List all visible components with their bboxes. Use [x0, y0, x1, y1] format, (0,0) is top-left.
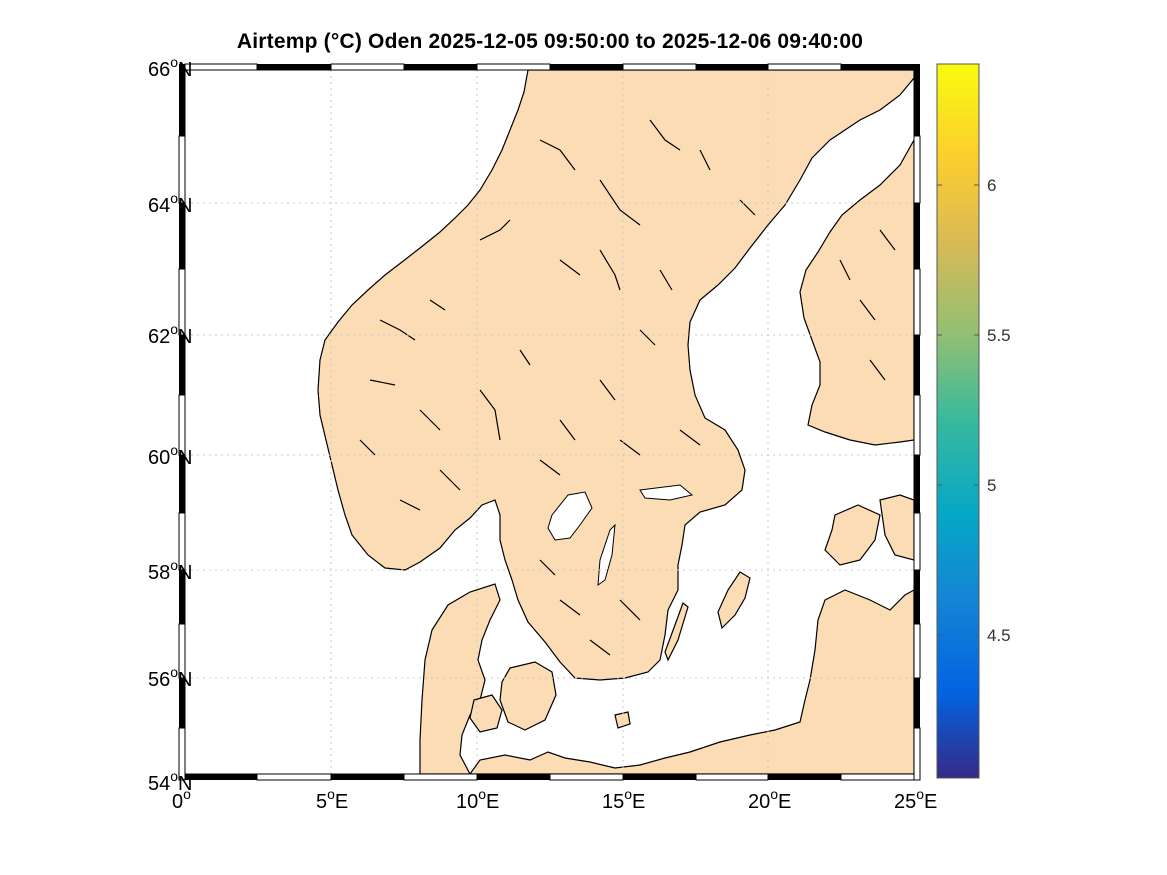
colorbar-tick: 6	[987, 176, 996, 195]
lat-tick-64: 64oN	[148, 190, 193, 217]
denmark-funen	[469, 694, 503, 733]
latitude-labels: 66oN 64oN 62oN 60oN 58oN 56oN 54oN	[148, 54, 193, 795]
colorbar-gradient	[936, 63, 980, 779]
lat-tick-58: 58oN	[148, 557, 193, 584]
gotland-island	[717, 571, 751, 630]
lat-tick-60: 60oN	[148, 442, 193, 469]
lat-tick-54: 54oN	[148, 768, 193, 795]
lon-tick-15: 15oE	[602, 786, 645, 813]
longitude-labels: 0o 5oE 10oE 15oE 20oE 25oE	[172, 786, 937, 813]
colorbar: 6 5.5 5 4.5	[936, 63, 1011, 779]
lon-tick-5: 5oE	[316, 786, 348, 813]
inland-waters	[359, 119, 896, 656]
scandinavia-landmass	[317, 70, 914, 681]
lon-tick-0: 0o	[172, 786, 191, 813]
denmark-jutland	[419, 583, 501, 774]
colorbar-tick: 5	[987, 476, 996, 495]
colorbar-tick: 4.5	[987, 626, 1011, 645]
lake-vanern	[547, 491, 593, 541]
map-title: Airtemp (°C) Oden 2025-12-05 09:50:00 to…	[236, 30, 864, 53]
lat-tick-56: 56oN	[148, 664, 193, 691]
lat-tick-62: 62oN	[148, 321, 193, 348]
denmark-zealand	[499, 661, 557, 731]
estonia-mainland	[879, 494, 914, 561]
finland-landmass	[799, 138, 914, 446]
colorbar-tick: 5.5	[987, 326, 1011, 345]
lake-malaren	[639, 484, 694, 501]
lon-tick-25: 25oE	[894, 786, 937, 813]
lon-tick-20: 20oE	[748, 786, 791, 813]
lake-vattern	[597, 523, 616, 587]
lon-tick-10: 10oE	[456, 786, 499, 813]
southern-coast	[469, 589, 914, 774]
estonia-islands	[824, 504, 881, 566]
oland-island	[664, 602, 689, 662]
map-gridlines	[185, 70, 914, 774]
lat-tick-66: 66oN	[148, 54, 193, 81]
map-frame	[178, 63, 921, 781]
